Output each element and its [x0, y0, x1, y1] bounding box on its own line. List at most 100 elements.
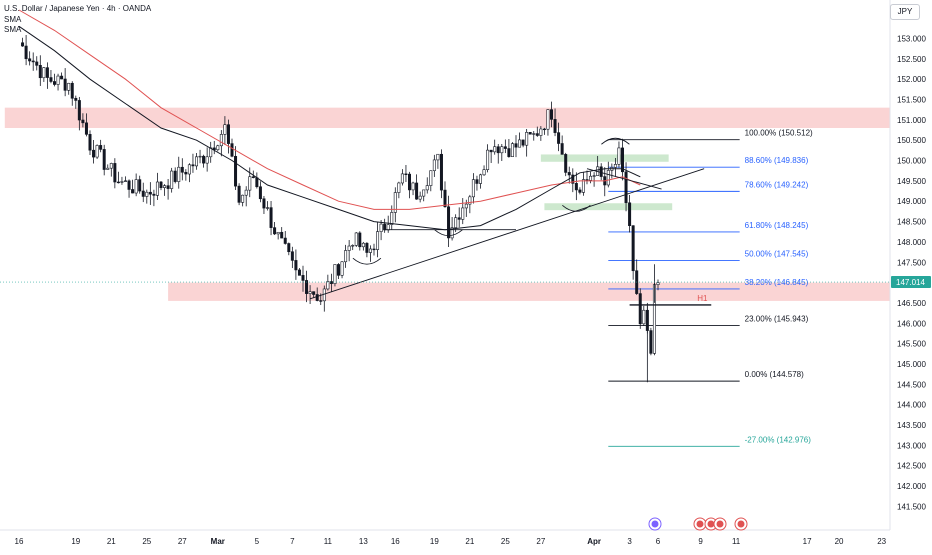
candle-up [411, 182, 415, 191]
candle-up [500, 146, 504, 154]
candle-down [60, 75, 64, 80]
candle-down [45, 67, 49, 78]
price-tick-label: 141.500 [897, 502, 926, 511]
candle-up [198, 155, 202, 158]
price-tick-label: 146.000 [897, 319, 926, 328]
candle-down [319, 300, 323, 302]
time-tick-label: 9 [698, 537, 703, 546]
candle-down [202, 155, 206, 164]
candle-down [638, 293, 642, 325]
candle-down [372, 248, 376, 251]
candle-up [486, 149, 490, 170]
candle-up [163, 185, 167, 188]
current-price-label: 147.014 [896, 278, 925, 287]
candle-down [415, 182, 419, 200]
sma-indicator-1[interactable]: SMA [4, 14, 22, 24]
candle-up [393, 192, 397, 213]
candle-down [234, 155, 238, 187]
currency-badge[interactable]: JPY [890, 4, 920, 20]
candle-up [532, 133, 536, 135]
candle-down [557, 132, 561, 144]
candle-up [195, 156, 199, 167]
price-tick-label: 148.000 [897, 238, 926, 247]
candle-down [283, 237, 287, 244]
candle-down [24, 45, 28, 60]
candle-up [436, 153, 440, 161]
support-zone [544, 203, 673, 211]
candle-up [308, 291, 312, 294]
candle-up [170, 170, 174, 189]
candle-up [368, 248, 372, 253]
candle-down [336, 264, 340, 276]
candle-up [187, 164, 191, 175]
candle-up [592, 175, 596, 177]
candle-up [642, 309, 646, 325]
time-tick-label: 13 [359, 537, 368, 546]
fib-level-label: 88.60% (149.836) [745, 156, 809, 165]
candle-up [471, 179, 475, 198]
candle-down [70, 82, 74, 99]
candle-down [553, 119, 557, 133]
candle-down [312, 291, 316, 295]
candle-down [574, 183, 578, 191]
candle-up [422, 189, 426, 197]
sma-indicator-2[interactable]: SMA [4, 25, 22, 34]
time-tick-label: 17 [803, 537, 812, 546]
price-tick-label: 148.500 [897, 218, 926, 227]
pattern-arc [601, 137, 630, 145]
candle-down [273, 227, 277, 235]
candle-up [432, 159, 436, 172]
time-tick-label: 16 [15, 537, 24, 546]
candle-down [269, 207, 273, 228]
price-tick-label: 144.000 [897, 401, 926, 410]
candle-up [354, 232, 358, 246]
candle-up [120, 181, 124, 183]
candle-down [191, 164, 195, 167]
candle-up [67, 82, 71, 91]
resistance-zone [4, 107, 891, 128]
fib-level-label: 23.00% (145.943) [745, 315, 809, 324]
candle-up [461, 207, 465, 220]
candle-down [457, 217, 461, 220]
candle-up [205, 156, 209, 164]
candle-down [549, 109, 553, 120]
candle-down [52, 81, 56, 85]
price-tick-label: 144.500 [897, 380, 926, 389]
candle-down [631, 225, 635, 272]
candle-down [77, 100, 81, 121]
candle-up [400, 173, 404, 184]
us-flag-event-icon-inner [707, 520, 715, 528]
candle-down [258, 186, 262, 200]
candle-down [35, 61, 39, 66]
candle-up [248, 176, 252, 191]
candle-down [63, 78, 67, 91]
pattern-arc [352, 257, 382, 265]
candle-down [301, 275, 305, 281]
candle-down [159, 181, 163, 188]
candle-down [542, 128, 546, 131]
candle-down [535, 133, 539, 136]
candle-up [124, 180, 128, 182]
candle-down [439, 153, 443, 191]
chart-legend: U.S. Dollar / Japanese Yen · 4h · OANDA … [4, 4, 151, 36]
fib-level-label: 38.20% (146.845) [745, 278, 809, 287]
candle-up [464, 203, 468, 209]
candle-up [468, 196, 472, 205]
candle-up [95, 145, 99, 158]
candle-down [521, 139, 525, 146]
candle-down [81, 119, 85, 124]
time-tick-label: 21 [465, 537, 474, 546]
candle-up [493, 146, 497, 153]
sma-layer [18, 9, 641, 231]
time-tick-label: 11 [324, 537, 333, 546]
candle-up [581, 179, 585, 193]
us-flag-event-icon-inner [737, 520, 745, 528]
candle-up [109, 163, 113, 169]
candle-down [74, 97, 78, 101]
fib-level-label: -27.00% (142.976) [745, 435, 812, 444]
candle-down [184, 171, 188, 175]
price-tick-label: 145.000 [897, 360, 926, 369]
candle-down [138, 179, 142, 192]
